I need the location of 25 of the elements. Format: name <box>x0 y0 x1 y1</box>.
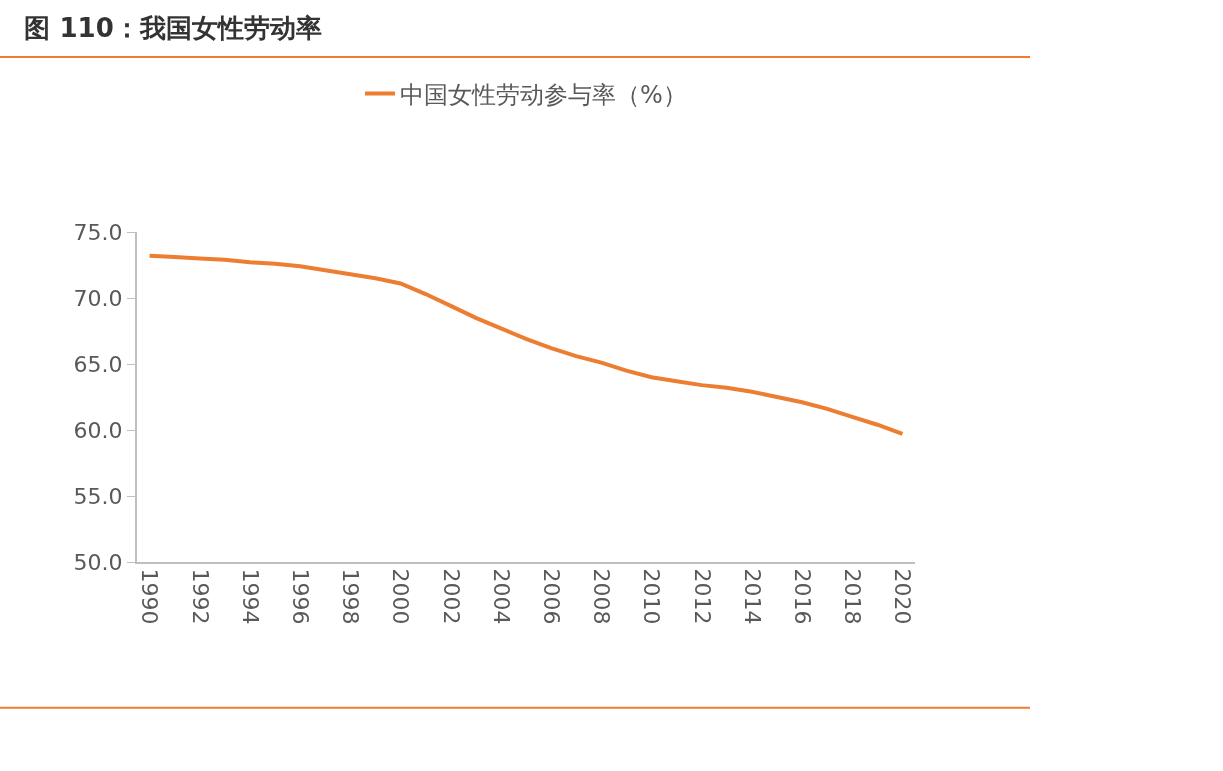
chart-title: 图 110：我国女性劳动率 <box>24 13 322 44</box>
y-tick-label: 75.0 <box>73 219 123 245</box>
x-tick-label: 1992 <box>187 568 213 625</box>
x-tick-label: 2018 <box>840 568 866 625</box>
y-tick-label: 50.0 <box>73 549 123 575</box>
y-tick-label: 55.0 <box>73 483 123 509</box>
x-tick-label: 1990 <box>137 568 163 625</box>
y-tick-label: 65.0 <box>73 351 123 377</box>
x-tick-label: 2006 <box>538 568 564 625</box>
x-tick-label: 2020 <box>890 568 916 625</box>
x-tick-label: 1996 <box>287 568 313 625</box>
x-tick-label: 2012 <box>689 568 715 625</box>
legend-label: 中国女性劳动参与率（%） <box>400 80 687 109</box>
line-series <box>147 253 905 436</box>
x-tick-label: 2010 <box>639 568 665 625</box>
x-tick-label: 2014 <box>739 568 765 625</box>
x-tick-label: 1994 <box>237 568 263 625</box>
x-tick-label: 1998 <box>338 568 364 625</box>
y-tick-label: 70.0 <box>73 285 123 311</box>
y-tick-label: 60.0 <box>73 417 123 443</box>
x-tick-label: 2004 <box>488 568 514 625</box>
x-tick-label: 2002 <box>438 568 464 625</box>
x-tick-label: 2000 <box>388 568 414 625</box>
x-tick-label: 2016 <box>789 568 815 625</box>
x-tick-label: 2008 <box>589 568 615 625</box>
